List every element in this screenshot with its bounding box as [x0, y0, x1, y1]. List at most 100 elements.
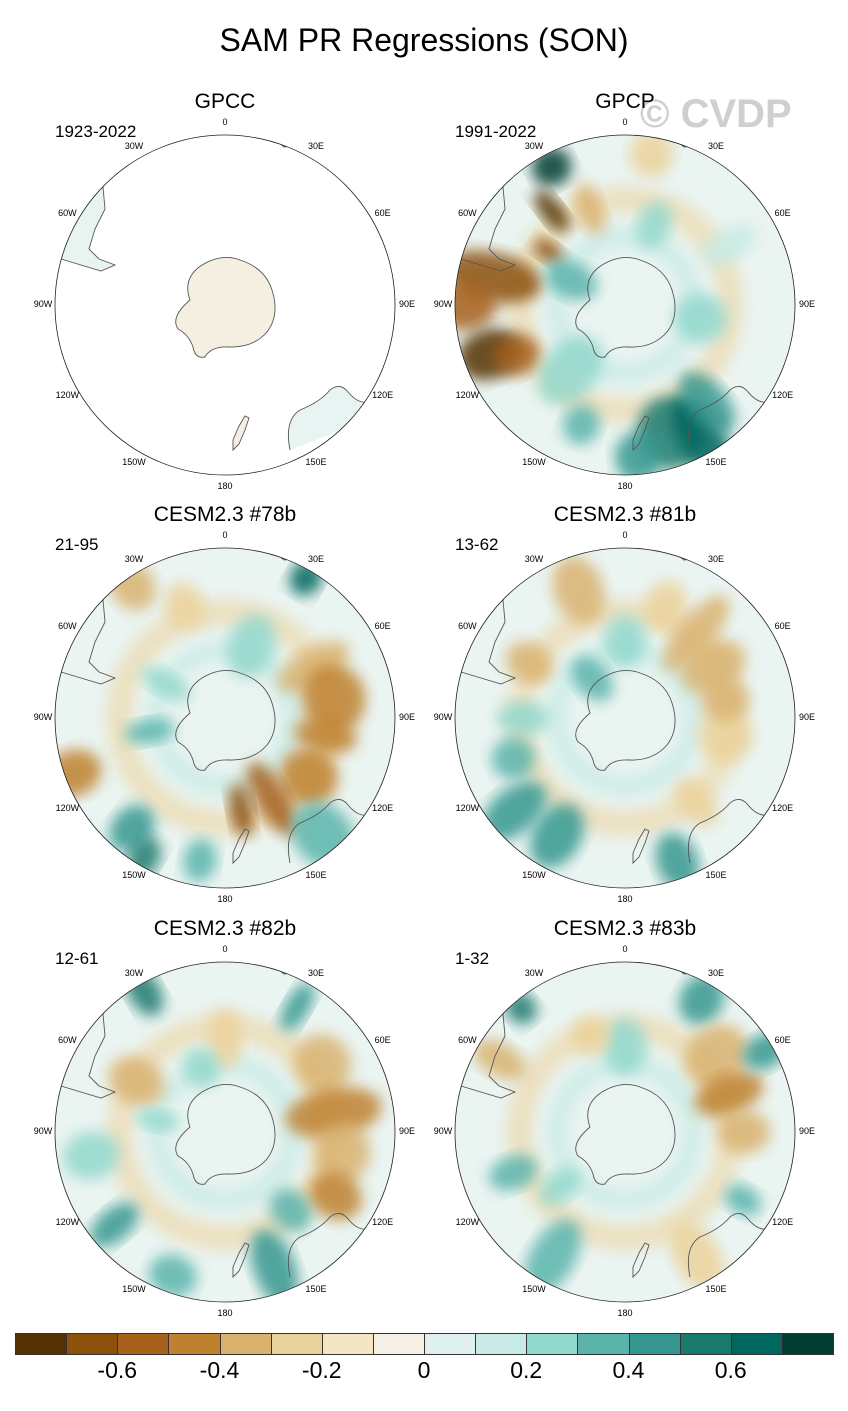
australia-coastline: [687, 1213, 789, 1278]
longitude-label: 150E: [705, 1283, 727, 1294]
colorbar-box: [628, 1333, 681, 1355]
anomaly-blob: [544, 259, 598, 301]
longitude-label: 0: [222, 944, 228, 954]
colorbar-tick-label: 0.6: [714, 1357, 747, 1383]
anomaly-blob: [269, 1188, 312, 1232]
longitude-label: 30E: [307, 554, 324, 565]
longitude-label: 90E: [798, 712, 815, 722]
colorbar-box: [577, 1333, 630, 1355]
anomaly-blob: [562, 404, 600, 445]
colorbar-tick-label: -0.2: [301, 1357, 342, 1383]
longitude-label: 60W: [458, 1035, 477, 1045]
map-panel: CESM2.3 #82b 12-61 0 30E 60E 90E 120E 150E 180 15…: [34, 917, 415, 1318]
anomaly-blob: [277, 641, 350, 693]
longitude-label: 30E: [307, 968, 324, 979]
longitude-label: 90E: [398, 712, 415, 722]
map-border: [454, 961, 796, 1303]
longitude-label: 180: [217, 894, 233, 904]
longitude-label: 90E: [798, 1126, 815, 1136]
new-zealand-coastline: [232, 828, 250, 865]
panel-title: CESM2.3 #82b: [153, 917, 297, 940]
panel-period: 13-62: [455, 535, 499, 554]
anomaly-blob: [309, 1171, 362, 1221]
panel-period: 1923-2022: [55, 122, 137, 141]
colorbar-tick-label: 0: [417, 1357, 431, 1383]
polar-map: [54, 134, 396, 476]
anomaly-blob: [534, 190, 570, 232]
anomaly-blob: [679, 371, 735, 434]
anomaly-blob: [700, 225, 756, 266]
longitude-label: 90W: [433, 1126, 453, 1136]
longitude-label: 30E: [707, 968, 724, 979]
australia-coastline: [287, 799, 389, 864]
longitude-label: 150W: [522, 869, 546, 880]
polar-map: [54, 961, 396, 1303]
colorbar-box: [270, 1333, 323, 1355]
longitude-label: 120E: [372, 803, 394, 813]
longitude-label: 60E: [374, 1035, 391, 1045]
australia-coastline: [287, 1213, 389, 1278]
australia-coastline: [687, 799, 789, 864]
longitude-label: 30W: [124, 554, 144, 565]
map-background: [455, 135, 795, 475]
anomaly-blob: [164, 583, 205, 630]
longitude-label: 90W: [33, 299, 53, 309]
annular-band: [146, 639, 304, 797]
anomaly-blob: [183, 838, 217, 882]
longitude-label: 180: [617, 894, 633, 904]
anomaly-blob: [644, 581, 688, 631]
anomaly-blob: [538, 335, 603, 405]
panel-period: 12-61: [55, 949, 99, 968]
map-panel: GPCP 1991-2022 0 30E 60E 90E 120E 150E 180 150W 12…: [434, 90, 815, 491]
colorbar-box: [475, 1333, 528, 1355]
anomaly-blob: [494, 334, 540, 376]
longitude-label: 180: [617, 481, 633, 491]
longitude-label: 120E: [772, 1217, 794, 1227]
longitude-label: 30W: [524, 554, 544, 565]
anomaly-blob: [89, 1202, 139, 1248]
colorbar-tick-label: -0.4: [199, 1357, 240, 1383]
longitude-label: 120W: [55, 390, 80, 400]
longitude-label: 150W: [522, 456, 546, 467]
longitude-label: 180: [617, 1308, 633, 1318]
longitude-label: 120E: [372, 390, 394, 400]
anomaly-blob: [108, 1056, 165, 1106]
antarctica-coastline: [575, 1083, 676, 1185]
anomaly-blob: [615, 432, 662, 475]
new-zealand-coastline: [632, 415, 650, 452]
anomaly-blob: [280, 982, 315, 1032]
polar-map: [54, 547, 396, 889]
colorbar-box: [679, 1333, 732, 1355]
anomaly-blob: [136, 1109, 180, 1132]
anomaly-blob: [302, 664, 366, 733]
anomaly-blob: [293, 1034, 352, 1094]
new-zealand-coastline: [232, 415, 250, 452]
longitude-label: 60E: [774, 621, 791, 631]
anomaly-blob: [524, 1219, 581, 1295]
longitude-label: 60W: [58, 208, 77, 218]
polar-map: [454, 547, 796, 889]
anomaly-blob: [473, 1039, 527, 1081]
anomaly-blob: [279, 747, 338, 806]
polar-map: [454, 961, 796, 1303]
longitude-label: 120W: [455, 390, 480, 400]
colorbar-box: [168, 1333, 221, 1355]
africa-coastline: [664, 548, 745, 561]
longitude-label: 0: [622, 530, 628, 540]
anomaly-blob: [488, 1154, 538, 1191]
anomaly-blob: [571, 656, 614, 702]
map-border: [454, 134, 796, 476]
anomaly-blob: [630, 135, 674, 178]
anomaly-blob: [694, 1071, 764, 1117]
map-border: [54, 961, 396, 1303]
anomaly-blob: [539, 1167, 581, 1206]
colorbar-tick-label: 0.4: [612, 1357, 645, 1383]
colorbar-box: [219, 1333, 272, 1355]
anomaly-blob: [575, 183, 606, 235]
longitude-label: 120W: [455, 803, 480, 813]
colorbar-box: [526, 1333, 579, 1355]
longitude-label: 0: [622, 944, 628, 954]
colorbar-box: [15, 1333, 68, 1355]
colorbar-box: [781, 1333, 834, 1355]
longitude-label: 90E: [798, 299, 815, 309]
